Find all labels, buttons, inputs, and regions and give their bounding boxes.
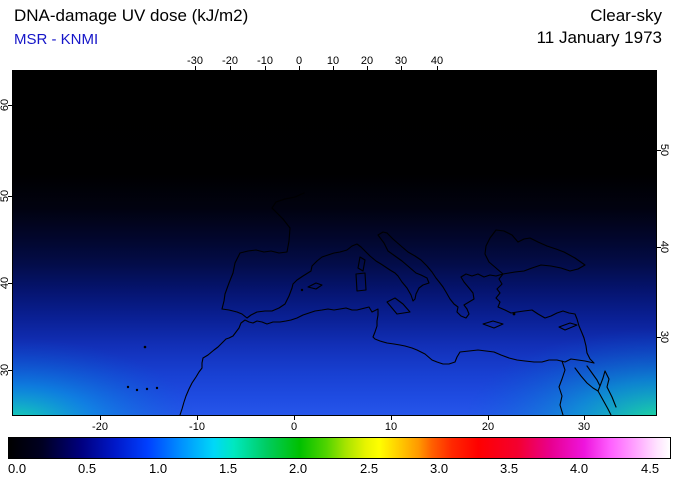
coastline-france-italy [316,231,430,302]
island-canary [135,388,139,392]
axis-tick [100,416,101,420]
axis-tick [367,66,368,70]
bottom-axis-tick-label: 20 [481,421,495,433]
island-cyprus [558,322,578,331]
axis-tick [657,247,661,248]
coastline-iberia-mediterranean [221,260,318,319]
axis-tick [488,416,489,420]
coastlines [179,192,617,415]
colorbar-tick-label: 3.0 [430,461,449,476]
coastline-balkans-greece [386,232,504,319]
colorbar-tick-label: 4.5 [641,461,660,476]
top-axis-tick-label: 40 [430,55,444,67]
colorbar [8,437,671,459]
uv-dose-map [13,71,656,415]
colorbar-tick-label: 4.0 [570,461,589,476]
top-axis-tick-label: 30 [394,55,408,67]
axis-tick [8,196,12,197]
island-ibiza [300,288,304,292]
axis-tick [401,66,402,70]
colorbar-tick-label: 1.0 [149,461,168,476]
axis-tick [657,150,661,151]
top-axis-tick-label: -20 [222,55,238,67]
axis-tick [391,416,392,420]
island-mallorca [307,282,323,290]
colorbar-tick-label: 3.5 [500,461,519,476]
southwest-high-dose-glow [13,338,198,415]
axis-tick [294,416,295,420]
axis-tick [333,66,334,70]
colorbar-tick-label: 0.0 [8,461,27,476]
map-plot-area [12,70,657,416]
axis-tick [437,66,438,70]
top-axis-tick-label: 0 [295,55,303,67]
coastline-sinai [586,365,617,408]
date-label: 11 January 1973 [536,28,662,47]
coastline-north-africa [179,306,595,415]
axis-tick [8,370,12,371]
coastline-red-sea [574,367,612,415]
island-crete [482,320,504,329]
small-islands [126,288,516,392]
bottom-axis-tick-label: 0 [290,421,298,433]
condition-label: Clear-sky [590,6,662,25]
colorbar-tick-label: 2.5 [360,461,379,476]
axis-tick [657,337,661,338]
colorbar-tick-label: 0.5 [78,461,97,476]
coastline-turkey-levant [495,273,595,364]
colorbar-tick-label: 1.5 [219,461,238,476]
axis-tick [195,66,196,70]
axis-tick [265,66,266,70]
bottom-axis-tick-label: -10 [189,421,205,433]
axis-tick [230,66,231,70]
coastline-black-sea [484,229,586,275]
island-sicily [386,297,411,315]
top-axis-tick-label: -30 [187,55,203,67]
island-canary [145,387,149,391]
top-axis-tick-label: 10 [326,55,340,67]
top-axis-tick-label: 20 [360,55,374,67]
page-title: DNA-damage UV dose (kJ/m2) [14,6,249,25]
axis-tick [584,416,585,420]
river-nile [558,360,566,415]
axis-tick [8,105,12,106]
bottom-axis-tick-label: 10 [384,421,398,433]
bottom-axis-tick-label: 30 [577,421,591,433]
island-sardinia [355,272,367,292]
colorbar-tick-label: 2.0 [289,461,308,476]
island-canary [126,385,130,389]
top-axis-tick-label: -10 [257,55,273,67]
axis-tick [8,283,12,284]
southeast-high-dose-glow [463,328,656,415]
island-canary [155,386,159,390]
island-rhodes [512,312,516,316]
island-corsica [357,256,366,272]
coastline-iberia-atlantic [221,192,305,310]
island-madeira [143,345,147,349]
axis-tick [299,66,300,70]
source-label: MSR - KNMI [14,31,99,48]
axis-tick [197,416,198,420]
bottom-axis-tick-label: -20 [92,421,108,433]
